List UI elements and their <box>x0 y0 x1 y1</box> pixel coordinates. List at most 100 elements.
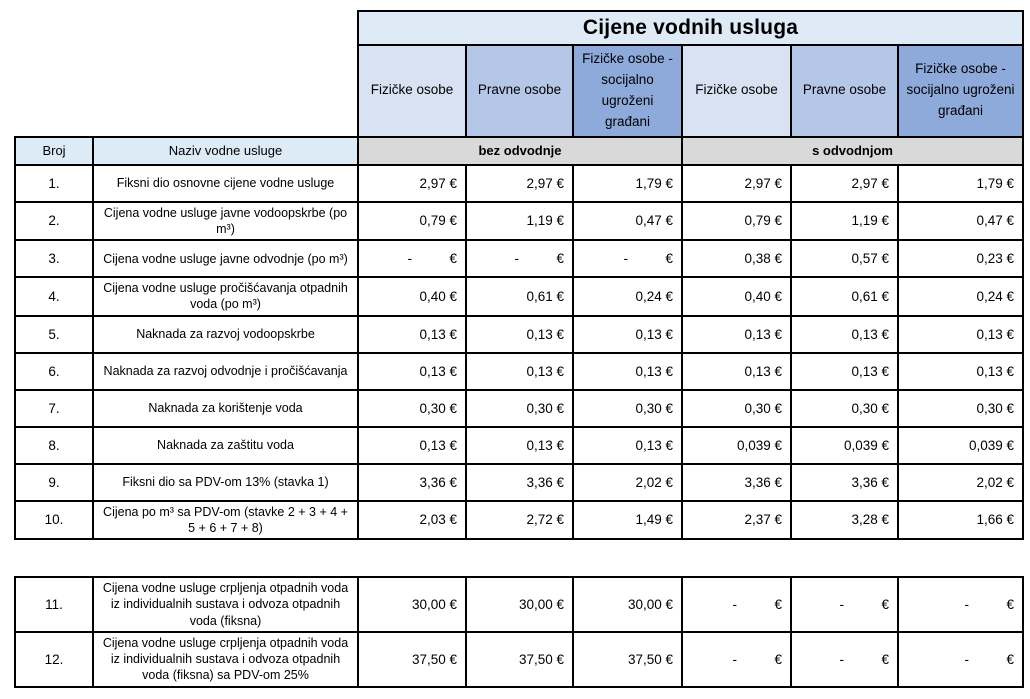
price-cell: 0,13 € <box>357 425 467 465</box>
price-cell: - € <box>790 576 899 633</box>
price-cell: 0,79 € <box>357 200 467 242</box>
price-cell: 2,97 € <box>465 163 574 203</box>
title-row: Cijene vodnih usluga <box>15 10 1025 46</box>
price-cell: 0,13 € <box>572 351 683 391</box>
price-cell: 2,97 € <box>681 163 792 203</box>
price-cell: 3,36 € <box>465 462 574 502</box>
price-cell: 0,24 € <box>572 276 683 317</box>
price-cell: 0,61 € <box>790 276 899 317</box>
row-number: 4. <box>14 276 94 317</box>
price-cell: 2,72 € <box>465 499 574 541</box>
subheader-bez-odvodnje: bez odvodnje <box>357 135 683 166</box>
subheader-s-odvodnjom: s odvodnjom <box>680 135 1025 166</box>
price-cell: 0,13 € <box>357 314 467 354</box>
price-cell: 2,97 € <box>790 163 899 203</box>
price-cell: 0,13 € <box>465 351 574 391</box>
column-header-socijalno-2: Fizičke osobe - socijalno ugroženi građa… <box>896 44 1025 138</box>
column-header-socijalno-1: Fizičke osobe - socijalno ugroženi građa… <box>572 44 683 138</box>
price-cell: - € <box>681 630 792 688</box>
price-cell: 37,50 € <box>465 630 574 688</box>
price-cell: 1,66 € <box>896 499 1025 541</box>
subheader-broj: Broj <box>14 135 94 166</box>
second-table-body: 11. Cijena vodne usluge crpljenja otpadni… <box>14 576 1024 688</box>
row-number: 1. <box>14 163 94 203</box>
price-cell: 37,50 € <box>572 630 683 688</box>
price-cell: 30,00 € <box>572 576 683 633</box>
septic-prices-table: 11. Cijena vodne usluge crpljenja otpadni… <box>14 576 1024 688</box>
price-cell: 0,13 € <box>572 425 683 465</box>
table-row: 6. Naknada za razvoj odvodnje i pročišćav… <box>14 351 1025 391</box>
price-cell: 2,02 € <box>572 462 683 502</box>
table-row: 12. Cijena vodne usluge crpljenja otpadni… <box>14 630 1024 688</box>
price-cell: 0,23 € <box>896 239 1025 279</box>
subheader-row: Broj Naziv vodne usluge bez odvodnje s o… <box>14 135 1025 166</box>
price-cell: 0,13 € <box>896 314 1025 354</box>
empty-corner <box>15 45 358 137</box>
price-cell: 1,49 € <box>572 499 683 541</box>
service-name: Cijena vodne usluge crpljenja otpadnih v… <box>92 576 359 633</box>
table-row: 9. Fiksni dio sa PDV-om 13% (stavka 1) 3,3… <box>14 462 1025 502</box>
price-cell: 0,79 € <box>681 200 792 242</box>
service-name: Cijena po m³ sa PDV-om (stavke 2 + 3 + 4… <box>92 499 359 541</box>
price-cell: 1,79 € <box>572 163 683 203</box>
price-cell: 30,00 € <box>465 576 574 633</box>
price-cell: 0,13 € <box>465 425 574 465</box>
row-number: 7. <box>14 388 94 428</box>
service-name: Naknada za razvoj odvodnje i pročišćavan… <box>92 351 359 391</box>
price-cell: - € <box>465 239 574 279</box>
price-cell: - € <box>681 576 792 633</box>
price-cell: - € <box>790 630 899 688</box>
service-name: Naknada za korištenje voda <box>92 388 359 428</box>
water-prices-table: Cijene vodnih usluga Fizičke osobe Pravn… <box>14 10 1025 541</box>
table-row: 2. Cijena vodne usluge javne vodoopskrbe … <box>14 200 1025 242</box>
price-cell: 0,40 € <box>681 276 792 317</box>
column-header-pravne-osobe-2: Pravne osobe <box>790 44 899 138</box>
subheader-naziv: Naziv vodne usluge <box>92 135 359 166</box>
table-row: 8. Naknada za zaštitu voda 0,13 €0,13 €0,1… <box>14 425 1025 465</box>
row-number: 9. <box>14 462 94 502</box>
price-cell: 2,37 € <box>681 499 792 541</box>
price-cell: 0,30 € <box>896 388 1025 428</box>
service-name: Cijena vodne usluge javne vodoopskrbe (p… <box>92 200 359 242</box>
service-name: Naknada za zaštitu voda <box>92 425 359 465</box>
price-cell: 3,36 € <box>681 462 792 502</box>
price-cell: 0,47 € <box>896 200 1025 242</box>
column-header-fizicke-osobe-1: Fizičke osobe <box>357 44 467 138</box>
price-cell: 0,38 € <box>681 239 792 279</box>
price-cell: 3,36 € <box>357 462 467 502</box>
table-row: 10. Cijena po m³ sa PDV-om (stavke 2 + 3 … <box>14 499 1025 541</box>
price-cell: 0,039 € <box>681 425 792 465</box>
row-number: 10. <box>14 499 94 541</box>
row-number: 3. <box>14 239 94 279</box>
main-table-body: 1. Fiksni dio osnovne cijene vodne usluge… <box>14 163 1025 541</box>
row-number: 5. <box>14 314 94 354</box>
service-name: Fiksni dio sa PDV-om 13% (stavka 1) <box>92 462 359 502</box>
price-cell: - € <box>897 630 1024 688</box>
price-cell: 0,13 € <box>572 314 683 354</box>
row-number: 8. <box>14 425 94 465</box>
empty-corner <box>15 11 358 45</box>
price-cell: - € <box>572 239 683 279</box>
price-cell: 0,30 € <box>572 388 683 428</box>
column-header-row: Fizičke osobe Pravne osobe Fizičke osobe… <box>15 44 1025 138</box>
price-cell: 0,039 € <box>790 425 899 465</box>
price-cell: - € <box>897 576 1024 633</box>
service-name: Cijena vodne usluge pročišćavanja otpadn… <box>92 276 359 317</box>
price-cell: 0,13 € <box>790 351 899 391</box>
price-cell: 0,30 € <box>681 388 792 428</box>
price-cell: 0,57 € <box>790 239 899 279</box>
price-cell: 3,28 € <box>790 499 899 541</box>
price-cell: 2,02 € <box>896 462 1025 502</box>
price-cell: 37,50 € <box>357 630 467 688</box>
row-number: 6. <box>14 351 94 391</box>
price-cell: 0,13 € <box>681 351 792 391</box>
price-cell: 0,13 € <box>357 351 467 391</box>
price-cell: 0,039 € <box>896 425 1025 465</box>
price-cell: 3,36 € <box>790 462 899 502</box>
service-name: Cijena vodne usluge javne odvodnje (po m… <box>92 239 359 279</box>
table-row: 7. Naknada za korištenje voda 0,30 €0,30 €… <box>14 388 1025 428</box>
price-cell: 0,40 € <box>357 276 467 317</box>
price-cell: 2,03 € <box>357 499 467 541</box>
price-cell: 0,13 € <box>465 314 574 354</box>
